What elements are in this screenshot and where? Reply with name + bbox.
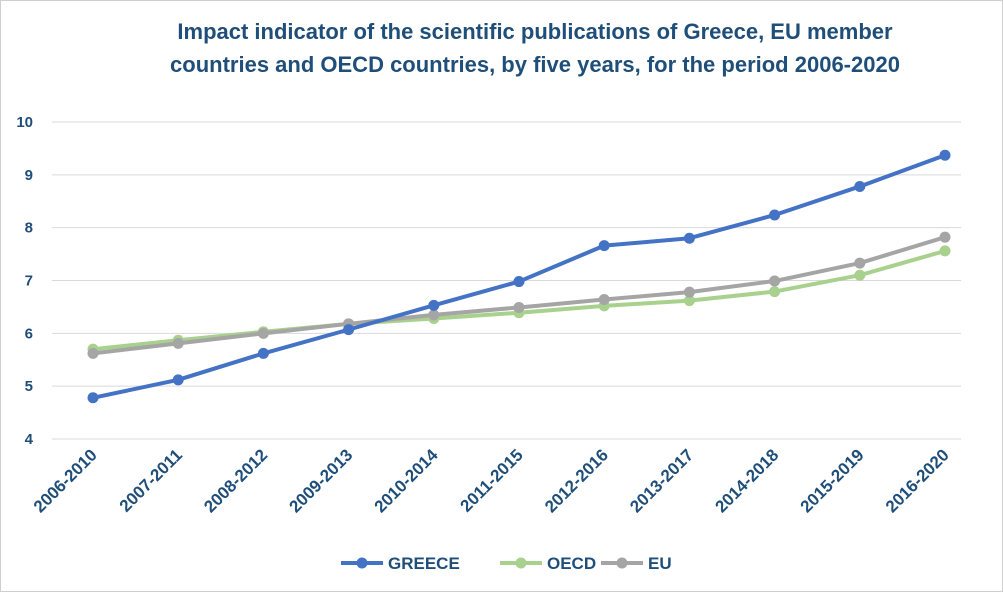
legend-label: GREECE [388, 554, 460, 573]
data-point-greece [343, 324, 355, 336]
y-tick-label: 6 [25, 325, 33, 342]
data-point-eu [87, 347, 99, 359]
data-point-greece [769, 209, 781, 221]
y-tick-label: 9 [25, 167, 33, 184]
legend-item-greece: GREECE [341, 554, 460, 573]
data-point-eu [598, 294, 610, 306]
data-point-eu [513, 301, 525, 313]
series-greece [87, 149, 951, 404]
data-point-greece [428, 299, 440, 311]
legend-label: EU [648, 554, 672, 573]
x-tick-label: 2011-2015 [457, 445, 527, 515]
data-point-greece [598, 240, 610, 252]
x-tick-label: 2006-2010 [30, 445, 101, 516]
legend-item-oecd: OECD [500, 554, 596, 573]
y-tick-label: 10 [16, 114, 33, 131]
data-point-greece [939, 149, 951, 161]
series-line-oecd [91, 248, 947, 352]
chart-title-line-2: countries and OECD countries, by five ye… [170, 52, 900, 77]
x-tick-label: 2010-2014 [371, 445, 442, 516]
data-point-eu [939, 231, 951, 243]
data-point-greece [172, 374, 184, 386]
data-point-greece [513, 276, 525, 288]
y-tick-label: 7 [25, 273, 33, 290]
y-axis-ticks: 4 5 6 7 8 9 10 [16, 114, 33, 448]
data-point-oecd [939, 245, 951, 257]
legend-label: OECD [547, 554, 596, 573]
x-tick-label: 2007-2011 [116, 445, 186, 515]
data-point-oecd [683, 295, 695, 307]
x-tick-label: 2012-2016 [541, 445, 612, 516]
data-point-eu [172, 337, 184, 349]
x-tick-label: 2014-2018 [711, 445, 782, 516]
data-point-greece [854, 180, 866, 192]
data-point-eu [854, 257, 866, 269]
data-point-greece [683, 232, 695, 244]
data-point-greece [257, 347, 269, 359]
data-point-eu [683, 286, 695, 298]
legend-item-eu: EU [601, 554, 672, 573]
data-point-oecd [854, 269, 866, 281]
y-tick-label: 4 [25, 431, 34, 448]
y-tick-label: 5 [25, 378, 33, 395]
x-axis-ticks: 2006-2010 2007-2011 2008-2012 2009-2013 2010… [30, 445, 953, 516]
legend-swatch-marker [515, 557, 527, 569]
data-point-eu [257, 327, 269, 339]
series-eu [87, 231, 951, 359]
legend-swatch-marker [356, 557, 368, 569]
series-lines [87, 149, 951, 404]
legend-swatch-marker [616, 557, 628, 569]
gridlines [52, 121, 961, 440]
data-point-eu [428, 309, 440, 321]
data-point-oecd [769, 286, 781, 298]
x-tick-label: 2015-2019 [797, 445, 868, 516]
x-tick-label: 2009-2013 [285, 445, 356, 516]
x-tick-label: 2016-2020 [882, 445, 953, 516]
data-point-eu [769, 275, 781, 287]
data-point-greece [87, 392, 99, 404]
legend: GREECE OECD EU [341, 554, 672, 573]
y-tick-label: 8 [25, 220, 33, 237]
chart-title-line-1: Impact indicator of the scientific publi… [177, 19, 893, 44]
x-tick-label: 2008-2012 [200, 445, 271, 516]
x-tick-label: 2013-2017 [626, 445, 697, 516]
